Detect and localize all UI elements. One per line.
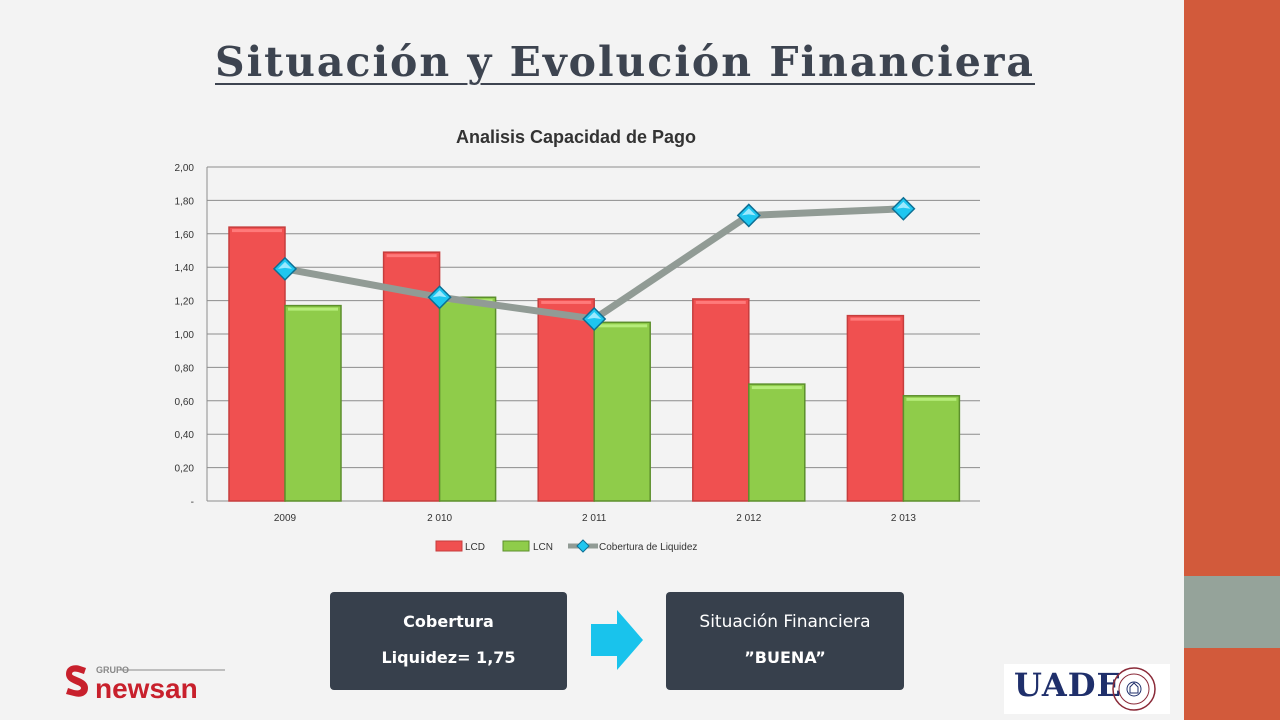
bar-lcd-3 xyxy=(692,298,750,502)
y-tick-label: 0,60 xyxy=(175,397,195,408)
chart-title: Analisis Capacidad de Pago xyxy=(455,127,697,147)
bar-highlight xyxy=(906,397,957,401)
university-seal-icon xyxy=(1112,667,1156,711)
bar-highlight xyxy=(597,324,648,328)
y-tick-label: 0,20 xyxy=(175,464,195,475)
x-tick-label: 2 012 xyxy=(736,513,761,524)
cobertura-marker-3 xyxy=(736,203,761,228)
cobertura-label: Cobertura xyxy=(403,612,494,631)
bar-highlight xyxy=(850,317,901,321)
uade-text: UADE xyxy=(1014,666,1122,704)
uade-logo: UADE xyxy=(1004,664,1170,714)
bar-highlight xyxy=(386,254,437,258)
situacion-box: Situación Financiera ”BUENA” xyxy=(666,592,904,690)
bar-lcn-3 xyxy=(748,383,806,502)
bar-lcd-0 xyxy=(228,226,286,502)
cobertura-marker-2 xyxy=(582,306,607,332)
cobertura-marker-4 xyxy=(891,196,916,221)
bar-lcd-2 xyxy=(537,298,595,502)
bar-highlight xyxy=(695,300,746,304)
side-band-bottom xyxy=(1184,648,1280,720)
y-tick-label: 1,80 xyxy=(175,196,195,207)
x-tick-label: 2009 xyxy=(274,513,297,524)
marker-highlight xyxy=(278,261,292,269)
newsan-small-text: GRUPO xyxy=(96,665,129,675)
newsan-s-logo-icon xyxy=(66,665,88,697)
marker-highlight xyxy=(896,201,911,209)
side-band-middle xyxy=(1184,576,1280,648)
legend-swatch-cobertura-marker xyxy=(576,539,590,553)
legend-label-lcd: LCD xyxy=(465,542,485,553)
marker-highlight xyxy=(587,311,602,319)
marker-highlight xyxy=(741,208,756,216)
capacidad-pago-chart: - 0,20 0,40 0,60 0,80 1,00 1,20 1,40 1,60 1,80 2,0… xyxy=(175,163,980,553)
y-tick-label: 1,60 xyxy=(175,230,195,241)
x-tick-label: 2 013 xyxy=(891,513,916,524)
bar-highlight xyxy=(541,300,592,304)
bar-lcn-0 xyxy=(284,304,342,502)
situacion-label: Situación Financiera xyxy=(699,612,871,632)
bars-layer xyxy=(228,226,961,502)
marker-highlight xyxy=(432,290,447,298)
arrow-right-icon xyxy=(591,610,643,670)
legend-label-cobertura: Cobertura de Liquidez xyxy=(599,542,697,553)
legend-swatch-lcd xyxy=(435,540,463,552)
liquidez-value: Liquidez= 1,75 xyxy=(381,648,516,667)
y-tick-label: 1,20 xyxy=(175,297,195,308)
line-layer xyxy=(272,196,916,332)
y-tick-label: 2,00 xyxy=(175,163,195,174)
side-band-top xyxy=(1184,0,1280,576)
situacion-value: ”BUENA” xyxy=(744,648,826,667)
y-tick-label: 1,40 xyxy=(175,263,195,274)
cobertura-marker-1 xyxy=(427,285,452,310)
axis-layer: - 0,20 0,40 0,60 0,80 1,00 1,20 1,40 1,60 1,80 2,0… xyxy=(175,163,917,524)
cobertura-marker-0 xyxy=(272,256,298,281)
bar-lcn-1 xyxy=(438,296,497,502)
bar-highlight xyxy=(751,386,802,390)
bar-highlight xyxy=(232,229,282,233)
bar-lcn-4 xyxy=(902,395,961,502)
y-tick-label: 0,40 xyxy=(175,430,195,441)
legend-layer: LCD LCN Cobertura de Liquidez xyxy=(435,539,697,553)
newsan-logo: GRUPO newsan xyxy=(66,665,225,704)
bar-highlight xyxy=(288,307,338,311)
slide-title: Situación y Evolución Financiera xyxy=(215,38,1035,86)
y-tick-label: 0,80 xyxy=(175,363,195,374)
newsan-main-text: newsan xyxy=(95,673,198,704)
x-tick-label: 2 011 xyxy=(582,513,607,524)
cobertura-box: Cobertura Liquidez= 1,75 xyxy=(330,592,567,690)
legend-label-lcn: LCN xyxy=(533,542,553,553)
y-tick-label: - xyxy=(191,497,194,508)
y-tick-label: 1,00 xyxy=(175,330,195,341)
bar-lcd-4 xyxy=(846,314,905,502)
legend-swatch-lcn xyxy=(502,540,530,552)
bar-lcn-2 xyxy=(593,321,651,502)
x-tick-label: 2 010 xyxy=(427,513,452,524)
